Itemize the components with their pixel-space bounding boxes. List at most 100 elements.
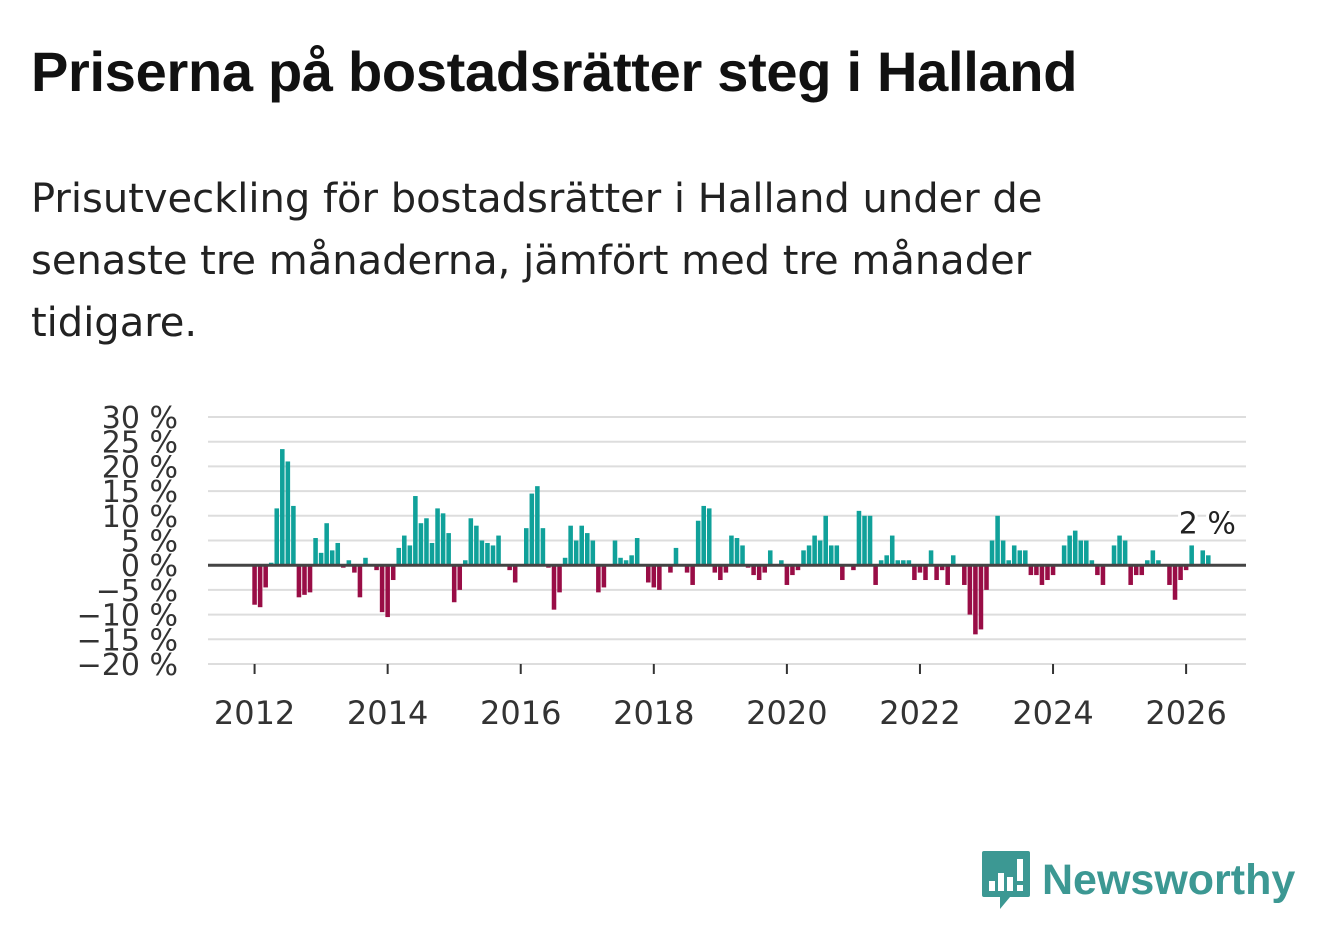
bar: [784, 565, 790, 585]
bar: [402, 535, 407, 566]
bar: [823, 515, 828, 566]
bar: [962, 565, 967, 585]
bar: [257, 565, 263, 608]
bar: [1178, 565, 1183, 581]
bar: [645, 565, 651, 583]
y-tick-label: 30 %: [102, 401, 178, 436]
bar: [751, 565, 756, 576]
bar: [657, 565, 662, 590]
bar: [440, 513, 446, 566]
brand-name: Newsworthy: [1042, 855, 1296, 904]
bar: [1095, 565, 1100, 576]
bar: [817, 540, 823, 566]
bar: [285, 461, 291, 566]
bar: [734, 538, 740, 566]
bar: [989, 540, 995, 566]
bar: [767, 550, 773, 566]
bar: [1017, 550, 1023, 566]
bar: [1045, 565, 1050, 581]
bar: [1100, 565, 1106, 585]
bar: [923, 565, 928, 581]
bar: [1117, 535, 1122, 566]
chart-subtitle: Prisutveckling för bostadsrätter i Halla…: [31, 176, 1043, 346]
bar: [973, 565, 978, 635]
bar: [1078, 540, 1084, 566]
bar: [291, 505, 296, 566]
bar: [901, 560, 906, 566]
y-tick-label: −10 %: [77, 599, 178, 634]
y-tick-label: 0 %: [121, 549, 178, 584]
bar: [329, 550, 335, 566]
bar: [995, 515, 1000, 566]
bar: [1084, 540, 1089, 566]
bar: [867, 515, 873, 566]
bar: [740, 545, 745, 566]
y-tick-label: −20 %: [77, 648, 178, 683]
bar: [712, 565, 718, 573]
bar: [934, 565, 939, 581]
bar: [346, 560, 352, 566]
y-tick-label: 20 %: [102, 450, 178, 485]
bar: [579, 525, 584, 566]
x-tick-label: 2012: [214, 694, 295, 732]
bar: [1039, 565, 1045, 585]
bar-chart-logo-icon: [982, 851, 1030, 909]
bar: [551, 565, 557, 610]
bar: [335, 542, 341, 566]
bar: [252, 565, 257, 605]
bar: [723, 565, 729, 573]
bar: [418, 523, 424, 566]
bar: [1139, 565, 1145, 576]
bar: [424, 518, 429, 566]
bar: [296, 565, 302, 598]
bar: [1011, 545, 1017, 566]
bar: [623, 560, 629, 566]
y-tick-label: −5 %: [96, 574, 178, 609]
bar: [684, 565, 690, 573]
bar: [557, 565, 562, 593]
bar: [917, 565, 923, 573]
bar: [634, 538, 640, 566]
bar: [1067, 535, 1072, 566]
bar: [618, 557, 623, 566]
bar: [1150, 550, 1156, 566]
bar: [396, 547, 402, 566]
bar: [468, 518, 474, 566]
bar: [1061, 545, 1067, 566]
bar: [379, 565, 385, 613]
last-value-label: 2 %: [1179, 506, 1236, 541]
bar: [596, 565, 601, 593]
bar-chart: 30 %25 %20 %15 %10 %5 %0 %−5 %−10 %−15 %…: [77, 401, 1246, 732]
bar: [512, 565, 518, 583]
bar: [895, 560, 901, 566]
bar: [856, 510, 862, 566]
bar: [889, 535, 895, 566]
bar: [573, 540, 579, 566]
bar: [390, 565, 396, 581]
bar: [651, 565, 657, 588]
x-tick-label: 2016: [480, 694, 561, 732]
bar: [612, 540, 618, 566]
x-tick-label: 2018: [613, 694, 694, 732]
bar: [1133, 565, 1139, 576]
bar: [1000, 540, 1006, 566]
bar: [374, 565, 379, 571]
bar: [474, 525, 479, 566]
bar: [568, 525, 573, 566]
bar: [479, 540, 485, 566]
bar: [490, 545, 496, 566]
bar: [629, 555, 634, 566]
bars: [252, 449, 1211, 635]
bar: [324, 523, 329, 566]
bar: [485, 542, 490, 566]
bar: [851, 565, 856, 571]
bar: [906, 560, 912, 566]
bar: [496, 535, 501, 566]
bar: [1072, 530, 1078, 566]
bar: [1122, 540, 1128, 566]
bar: [873, 565, 878, 585]
bar: [302, 565, 307, 595]
bar: [828, 545, 834, 566]
bar: [878, 560, 884, 566]
bar: [1189, 545, 1194, 566]
